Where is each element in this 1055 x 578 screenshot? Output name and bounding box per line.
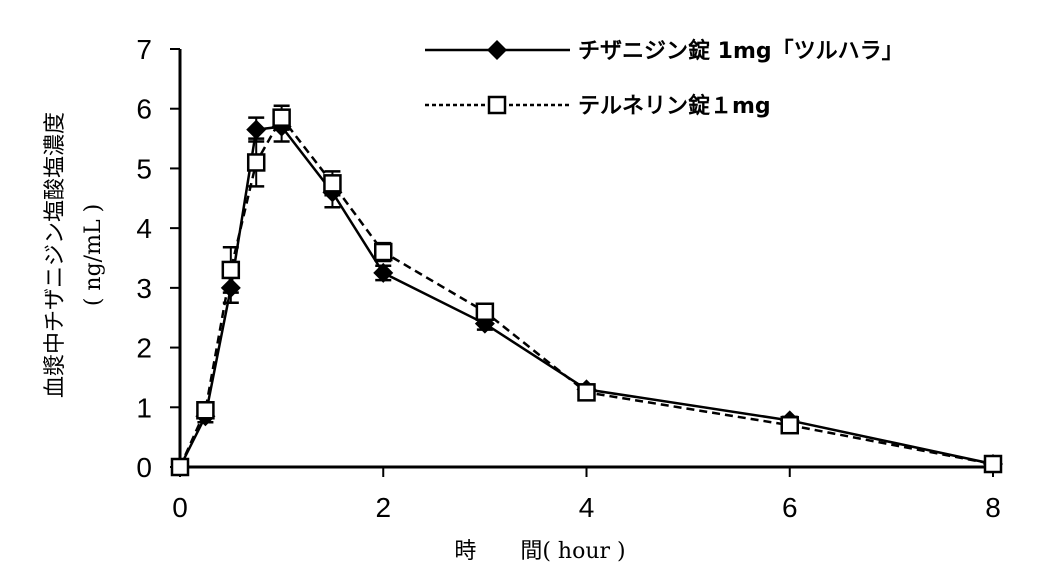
data-point-s1 <box>272 108 291 127</box>
x-tick-label: 0 <box>172 492 188 523</box>
data-point-s1 <box>475 302 495 321</box>
series-line-0 <box>178 125 994 468</box>
data-point-s0 <box>220 277 241 298</box>
y-tick-label: 7 <box>136 34 152 65</box>
y-axis-unit: ( ng/mL ) <box>81 204 106 306</box>
data-point-s1 <box>780 415 799 435</box>
y-tick-label: 1 <box>136 392 152 423</box>
data-point-s1 <box>221 260 241 280</box>
data-point-s1 <box>983 454 1003 474</box>
x-tick-label: 8 <box>985 492 1001 523</box>
y-tick-label: 5 <box>136 153 152 184</box>
y-tick-label: 0 <box>136 452 152 483</box>
x-tick-label: 2 <box>375 492 391 523</box>
y-axis-label: 血漿中チザニジン塩酸塩濃度 <box>43 112 68 398</box>
y-tick-label: 2 <box>136 333 152 364</box>
y-tick-label: 6 <box>136 94 152 125</box>
x-tick-label: 4 <box>579 492 595 523</box>
series-line-1 <box>178 115 994 468</box>
data-point-s0 <box>373 262 394 283</box>
legend-marker-1 <box>487 95 507 115</box>
data-point-s1 <box>246 153 266 172</box>
legend: チザニジン錠 1mg「ツルハラ」 テルネリン錠１mg <box>425 38 904 119</box>
data-point-s1 <box>170 457 190 477</box>
data-point-s0 <box>246 119 267 140</box>
x-axis-label: 時 間( hour ) <box>454 539 625 564</box>
y-tick-label: 3 <box>136 273 152 304</box>
x-tick-label: 6 <box>782 492 798 523</box>
data-point-s1 <box>196 401 215 420</box>
y-tick-label: 4 <box>136 213 152 244</box>
legend-marker-0 <box>487 40 507 60</box>
data-point-s1 <box>323 174 342 193</box>
legend-label-0: チザニジン錠 1mg「ツルハラ」 <box>578 38 904 64</box>
legend-label-1: テルネリン錠１mg <box>578 93 771 119</box>
data-point-s1 <box>577 383 596 402</box>
data-point-s1 <box>374 242 393 262</box>
